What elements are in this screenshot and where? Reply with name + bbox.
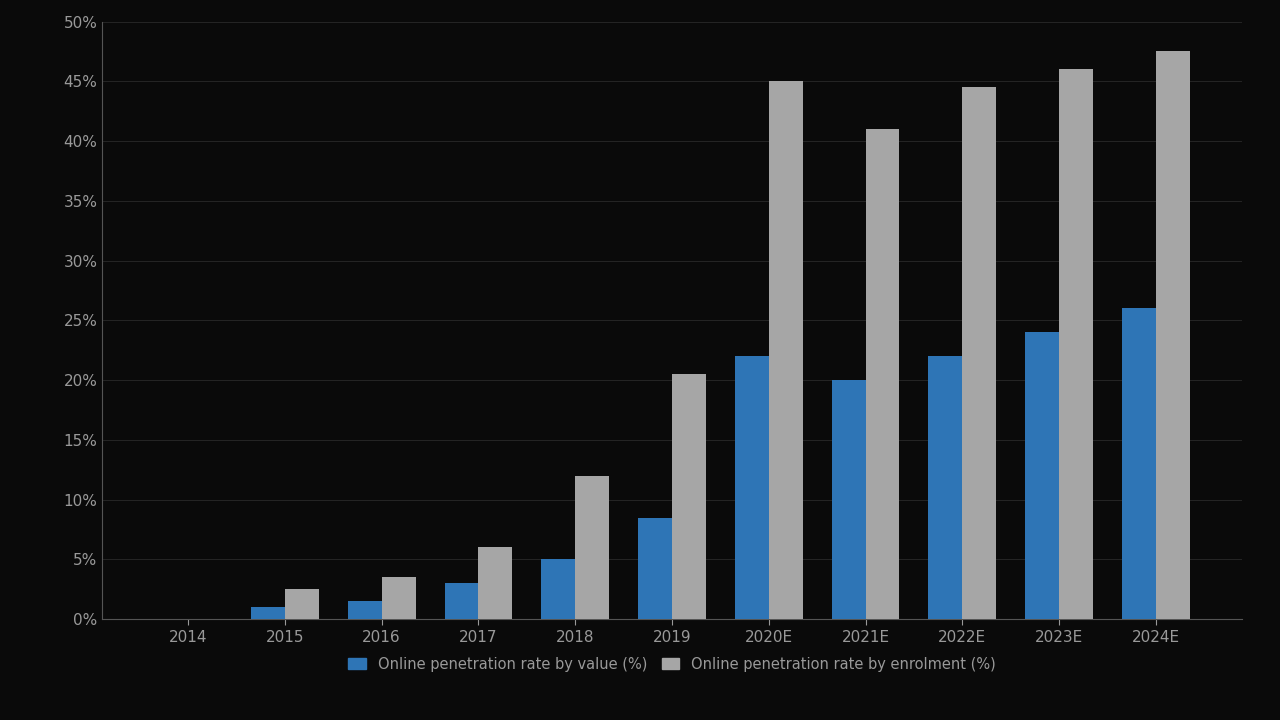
Bar (1156, 52, 1190, 619)
Bar (285, 589, 319, 619)
Bar (963, 87, 996, 619)
Bar (1025, 333, 1059, 619)
Bar (541, 559, 575, 619)
Bar (575, 476, 609, 619)
Bar (639, 518, 672, 619)
Bar (251, 607, 285, 619)
Bar (381, 577, 416, 619)
Legend: Online penetration rate by value (%), Online penetration rate by enrolment (%): Online penetration rate by value (%), On… (343, 651, 1001, 678)
Bar (444, 583, 479, 619)
Bar (832, 380, 865, 619)
Bar (865, 129, 900, 619)
Bar (1059, 69, 1093, 619)
Bar (928, 356, 963, 619)
Bar (479, 547, 512, 619)
Bar (672, 374, 705, 619)
Bar (348, 601, 381, 619)
Bar (769, 81, 803, 619)
Bar (1123, 308, 1156, 619)
Bar (735, 356, 769, 619)
